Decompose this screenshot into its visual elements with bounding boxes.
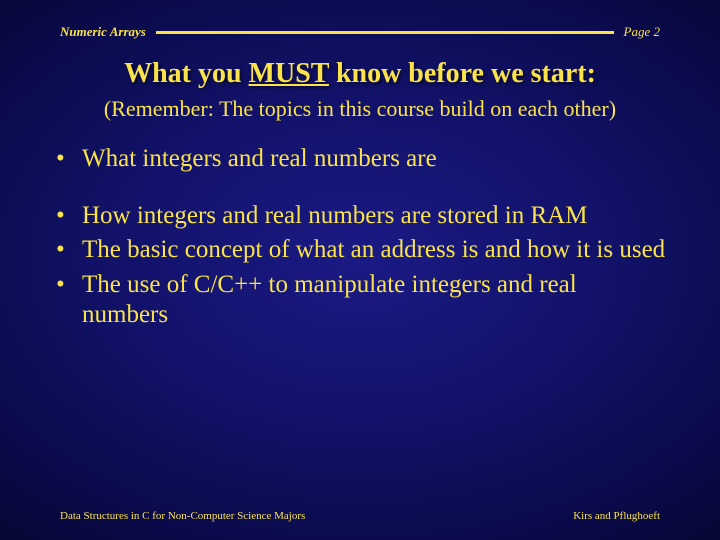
title-pre: What you: [124, 58, 248, 89]
slide-subtitle: (Remember: The topics in this course bui…: [0, 96, 720, 122]
header-page: Page 2: [624, 24, 660, 40]
title-post: know before we start:: [329, 58, 596, 89]
slide-header: Numeric Arrays Page 2: [0, 0, 720, 40]
header-rule: [156, 31, 614, 34]
bullet-item: What integers and real numbers are: [54, 144, 666, 175]
slide-footer: Data Structures in C for Non-Computer Sc…: [0, 510, 720, 522]
header-topic: Numeric Arrays: [60, 24, 146, 40]
bullet-item: The basic concept of what an address is …: [54, 235, 666, 266]
bullet-item: The use of C/C++ to manipulate integers …: [54, 270, 666, 331]
bullet-list: What integers and real numbers are How i…: [54, 144, 666, 331]
footer-right: Kirs and Pflughoeft: [573, 510, 660, 522]
title-underlined: MUST: [249, 58, 329, 89]
footer-left: Data Structures in C for Non-Computer Sc…: [60, 510, 305, 522]
slide-title: What you MUST know before we start:: [0, 58, 720, 90]
bullet-item: How integers and real numbers are stored…: [54, 201, 666, 232]
